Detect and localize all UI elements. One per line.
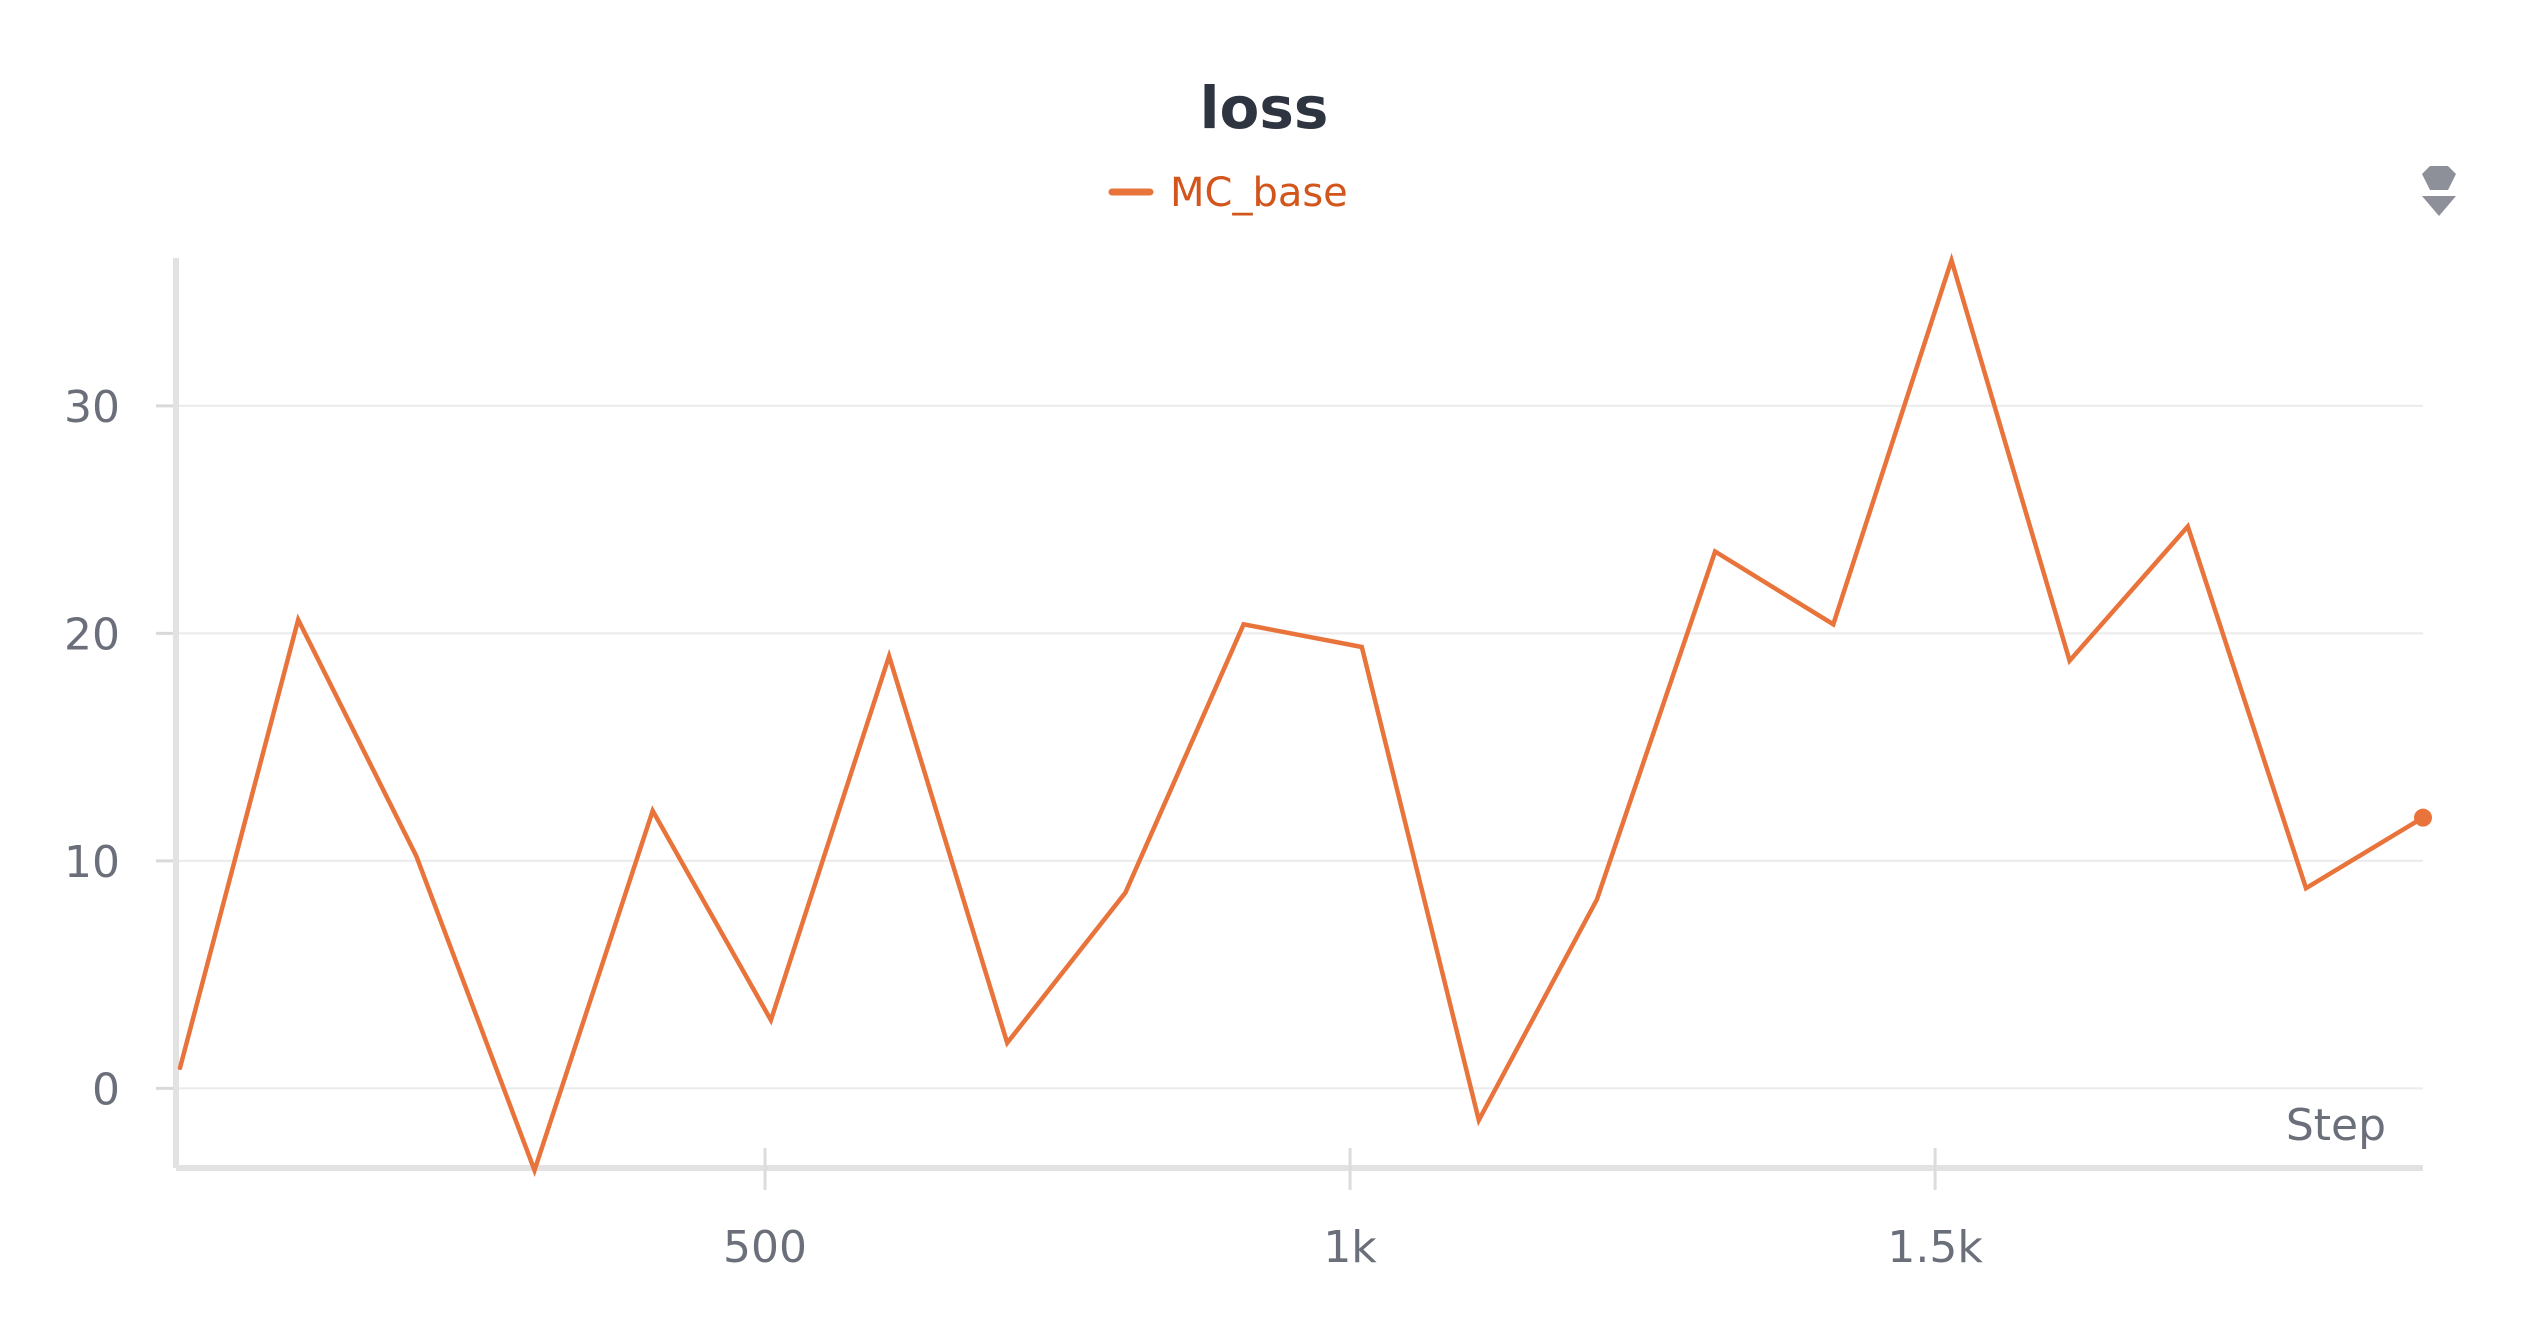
x-tick-label: 1.5k (1887, 1222, 1983, 1273)
gridlines (162, 404, 2423, 1090)
chart-title: loss (1200, 74, 1329, 142)
sort-arrows-icon[interactable] (2422, 166, 2456, 216)
y-tick-label: 30 (64, 382, 120, 433)
tick-labels: 0 10 20 30 500 1k 1.5k (64, 382, 1983, 1273)
series-layer (177, 252, 2432, 1178)
x-tick-label: 1k (1323, 1222, 1377, 1273)
y-tick-label: 20 (64, 609, 120, 660)
series-line-mc-base[interactable] (177, 252, 2426, 1178)
x-tick-label: 500 (723, 1222, 807, 1273)
y-tick-label: 10 (64, 837, 120, 888)
legend-label-mc-base: MC_base (1170, 170, 1348, 216)
last-point-marker[interactable] (2414, 808, 2432, 827)
axes (156, 258, 2423, 1190)
legend[interactable]: MC_base (1108, 170, 1348, 216)
x-axis-label: Step (2286, 1100, 2386, 1151)
y-tick-label: 0 (92, 1064, 120, 1115)
